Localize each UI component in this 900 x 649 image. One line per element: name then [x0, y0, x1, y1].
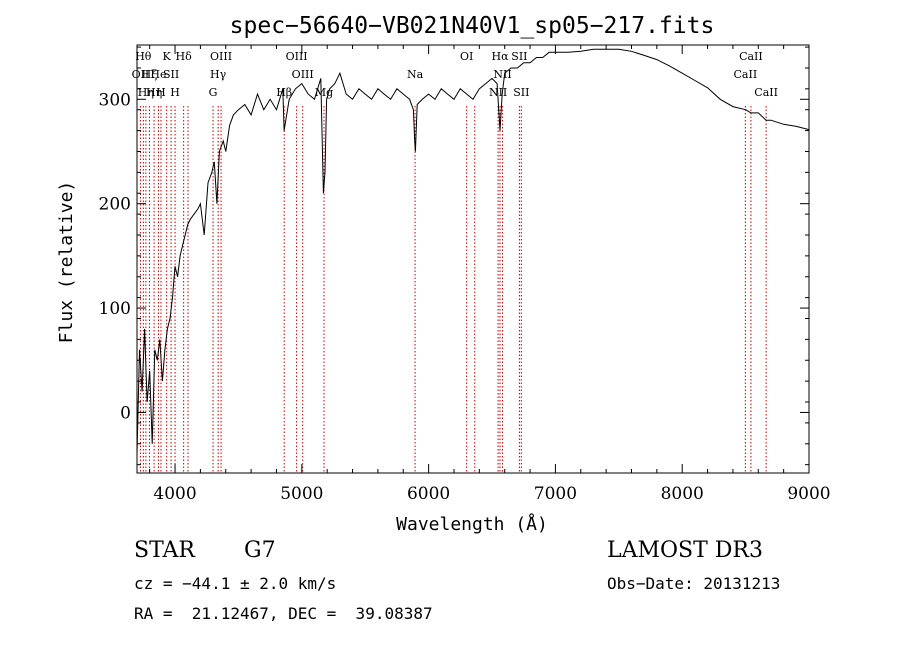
object-class: STAR	[134, 538, 195, 563]
axis-ticks: 4000 5000 6000 7000 8000 9000 0 100 200 300	[99, 45, 831, 504]
spectral-line-label: Hγ	[210, 68, 227, 81]
spectral-line-label: Na	[407, 68, 424, 81]
x-tick-label: 5000	[280, 484, 323, 504]
spectral-line-label: G	[209, 86, 218, 99]
spectral-line-label: H	[170, 86, 180, 99]
redshift-velocity: cz = −44.1 ± 2.0 km/s	[134, 574, 337, 593]
spectral-line-label: OI	[460, 50, 473, 63]
spectral-line-label: Hθ	[135, 50, 152, 63]
y-tick-label: 100	[99, 299, 131, 319]
emission-line-markers: OIIHθHηHζHηHeHKSIIHHδGHγOIIIHβOIIIOIIIMg…	[132, 50, 778, 473]
spectral-line-label: K	[163, 50, 172, 63]
spectral-line-label: Hδ	[176, 50, 193, 63]
object-subclass: G7	[244, 538, 276, 563]
spectral-line-label: CaII	[734, 68, 758, 81]
spectral-line-label: Hζ	[142, 68, 158, 81]
x-tick-label: 6000	[407, 484, 450, 504]
spectral-line-label: OIII	[286, 50, 308, 63]
chart-title: spec−56640−VB021N40V1_sp05−217.fits	[230, 13, 715, 39]
spectral-line-label: Hη	[146, 86, 162, 99]
y-axis-label: Flux (relative)	[56, 181, 77, 344]
observation-date: Obs−Date: 20131213	[607, 574, 781, 593]
x-tick-label: 4000	[153, 484, 196, 504]
flux-series-line	[136, 48, 810, 455]
spectral-line-label: He	[150, 68, 166, 81]
spectral-line-label: Hα	[491, 50, 509, 63]
spectral-line-label: SII	[511, 50, 527, 63]
spectral-line-label: CaII	[754, 86, 778, 99]
x-tick-label: 7000	[534, 484, 577, 504]
survey-name: LAMOST DR3	[607, 538, 763, 563]
x-axis-label: Wavelength (Å)	[396, 513, 548, 535]
plot-frame	[136, 44, 810, 474]
spectral-line-label: OIII	[210, 50, 232, 63]
spectral-line-label: SII	[513, 86, 529, 99]
spectral-line-label: Hη	[138, 86, 154, 99]
y-tick-label: 0	[120, 403, 131, 423]
spectral-line-label: Hβ	[276, 86, 292, 99]
spectral-line-label: OII	[132, 68, 150, 81]
spectral-line-label: OIII	[292, 68, 314, 81]
spectral-line-label: SII	[163, 68, 179, 81]
x-tick-label: 8000	[661, 484, 704, 504]
y-tick-label: 300	[99, 90, 131, 110]
spectral-line-label: CaII	[739, 50, 763, 63]
spectral-line-label: Mg	[315, 86, 333, 99]
x-tick-label: 9000	[787, 484, 830, 504]
spectral-line-label: H	[156, 86, 166, 99]
sky-coordinates: RA = 21.12467, DEC = 39.08387	[134, 604, 433, 623]
y-tick-label: 200	[99, 195, 131, 215]
